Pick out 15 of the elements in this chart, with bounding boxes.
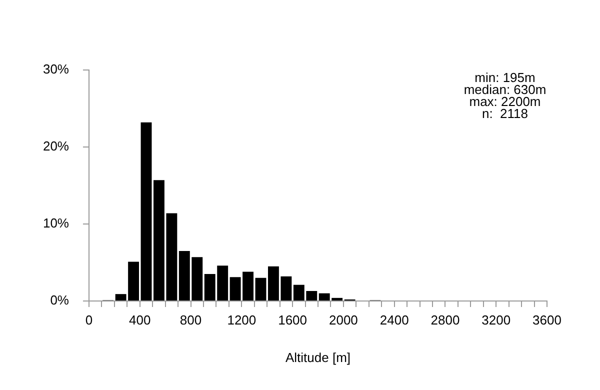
x-tick-label: 2800 [430,312,460,328]
x-axis-title: Altitude [m] [285,350,351,365]
x-tick-label: 2400 [380,312,409,328]
x-tick-label: 3200 [482,312,511,328]
y-tick-label: 10% [42,216,70,231]
x-tick-label: 800 [180,312,202,328]
x-tick-label: 1200 [227,312,256,328]
y-tick-label: 0% [50,292,70,308]
x-tick-label: 1600 [278,312,308,328]
y-tick-label: 30% [42,62,70,77]
x-tick-label: 0 [85,312,93,328]
y-tick-label: 20% [42,138,70,154]
x-tick-label: 2000 [328,312,358,328]
x-tick-label: 3600 [532,312,562,328]
x-tick-label: 400 [129,312,151,328]
